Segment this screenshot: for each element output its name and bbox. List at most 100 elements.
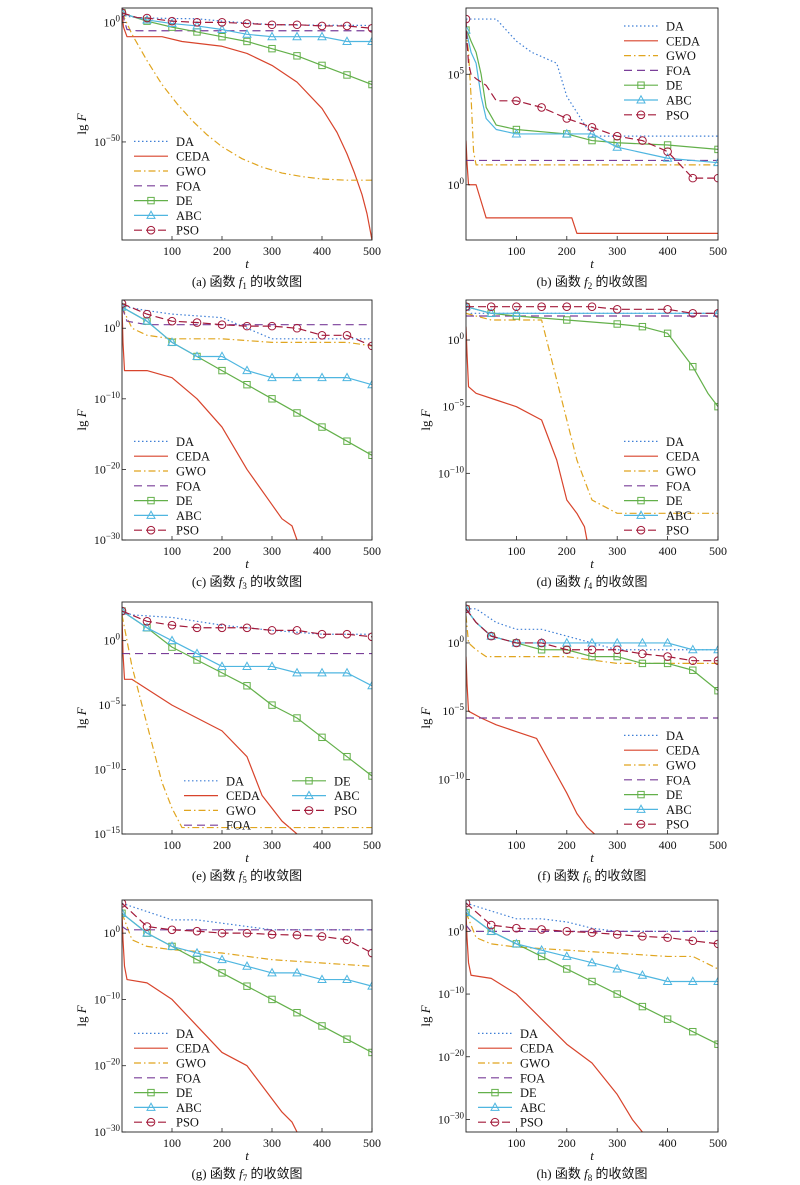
x-tick-label: 300	[608, 1136, 626, 1150]
data-point-abc	[292, 967, 302, 977]
data-point-pso	[688, 656, 698, 665]
axes-frame	[465, 7, 719, 241]
x-tick-label: 100	[163, 1136, 181, 1150]
y-axis-label: lg F	[74, 408, 89, 430]
data-point-abc	[561, 128, 572, 138]
data-point-de	[613, 320, 621, 328]
legend-marker-abc	[146, 1102, 156, 1111]
legend-marker-abc	[146, 510, 156, 519]
legend-label-ceda: CEDA	[176, 150, 210, 164]
x-tick-label: 200	[213, 1136, 231, 1150]
data-point-pso	[638, 649, 647, 659]
legend-label-ceda: CEDA	[520, 1042, 554, 1056]
data-point-pso	[587, 928, 597, 937]
data-point-abc	[122, 908, 127, 917]
legend-label-gwo: GWO	[666, 465, 696, 479]
data-point-abc	[687, 976, 698, 986]
data-point-abc	[217, 24, 227, 34]
series-line-da	[122, 303, 372, 340]
legend-label-pso: PSO	[666, 524, 689, 538]
series-pso	[466, 900, 718, 949]
x-tick-label: 300	[608, 838, 626, 852]
data-point-de	[466, 605, 470, 613]
legend-marker-de	[637, 790, 645, 799]
data-point-pso	[713, 173, 718, 183]
axes-frame	[465, 601, 719, 835]
data-point-pso	[367, 632, 372, 642]
legend-label-de: DE	[176, 1086, 193, 1100]
axes-frame	[121, 899, 373, 1133]
axes-frame	[465, 899, 719, 1133]
data-point-de	[218, 366, 226, 375]
data-point-pso	[713, 939, 718, 949]
legend-label-da: DA	[666, 435, 684, 449]
legend-label-ceda: CEDA	[176, 1042, 210, 1056]
data-point-abc	[242, 961, 252, 970]
x-tick-label: 400	[659, 544, 677, 558]
chart-caption: (e) 函数 f5 的收敛图	[192, 868, 302, 885]
axes-frame	[465, 299, 719, 541]
data-point-pso	[612, 645, 622, 655]
data-point-abc	[662, 637, 673, 647]
data-point-pso	[512, 923, 521, 933]
data-point-abc	[713, 976, 718, 986]
legend-label-foa: FOA	[176, 1071, 201, 1085]
series-line-da	[466, 902, 718, 932]
data-point-de	[218, 33, 226, 41]
series-da	[122, 12, 372, 27]
x-tick-label: 200	[558, 838, 576, 852]
series-line-ceda	[466, 326, 588, 540]
data-point-pso	[512, 638, 521, 648]
chart-caption: (a) 函数 f1 的收敛图	[192, 274, 302, 291]
x-tick-label: 500	[363, 838, 381, 852]
legend-label-da: DA	[520, 1027, 538, 1041]
data-point-de	[343, 1035, 351, 1043]
y-axis-label: lg F	[418, 706, 433, 728]
data-point-pso	[587, 645, 597, 655]
series-line-gwo	[466, 912, 718, 970]
x-tick-label: 400	[659, 244, 677, 258]
legend-marker-de	[305, 777, 313, 785]
data-point-pso	[217, 928, 227, 938]
data-point-pso	[367, 24, 372, 33]
series-line-da	[466, 18, 718, 137]
data-point-pso	[713, 309, 718, 318]
chart-caption: (g) 函数 f7 的收敛图	[191, 1166, 302, 1183]
y-tick-label: 10−10	[94, 761, 121, 777]
data-point-abc	[612, 141, 623, 151]
legend-label-ceda: CEDA	[666, 744, 700, 758]
legend-label-de: DE	[666, 494, 683, 508]
panel-2: 100 200 300 400 500 105 100 t (b) 函数 f2 的收敛图 DACE…	[448, 7, 727, 291]
data-point-pso	[612, 930, 622, 939]
series-da	[466, 18, 718, 137]
y-tick-label: 10−50	[94, 133, 121, 149]
y-tick-label: 100	[104, 319, 121, 335]
data-point-pso	[122, 606, 127, 616]
y-tick-label: 100	[448, 331, 465, 347]
x-axis-label: t	[245, 556, 249, 571]
y-tick-label: 10−20	[94, 460, 121, 476]
series-line-gwo	[466, 615, 718, 665]
data-point-pso	[342, 629, 352, 639]
legend-label-gwo: GWO	[176, 465, 206, 479]
data-point-de	[268, 701, 276, 709]
legend-marker-abc	[636, 804, 646, 813]
chart-caption: (d) 函数 f4 的收敛图	[536, 574, 647, 591]
data-point-abc	[511, 308, 522, 317]
data-point-pso	[612, 131, 622, 141]
series-pso	[466, 604, 718, 665]
data-point-pso	[142, 13, 152, 23]
legend-label-de: DE	[176, 194, 193, 208]
data-point-abc	[167, 635, 177, 645]
legend-label-pso: PSO	[520, 1116, 543, 1130]
legend-label-abc: ABC	[666, 509, 692, 523]
data-point-pso	[562, 114, 572, 123]
data-point-abc	[317, 667, 327, 677]
legend-label-foa: FOA	[176, 179, 201, 193]
chart-caption: (h) 函数 f8 的收敛图	[536, 1166, 647, 1183]
data-point-pso	[587, 123, 597, 132]
data-point-pso	[122, 300, 127, 308]
series-line-gwo	[122, 614, 372, 829]
